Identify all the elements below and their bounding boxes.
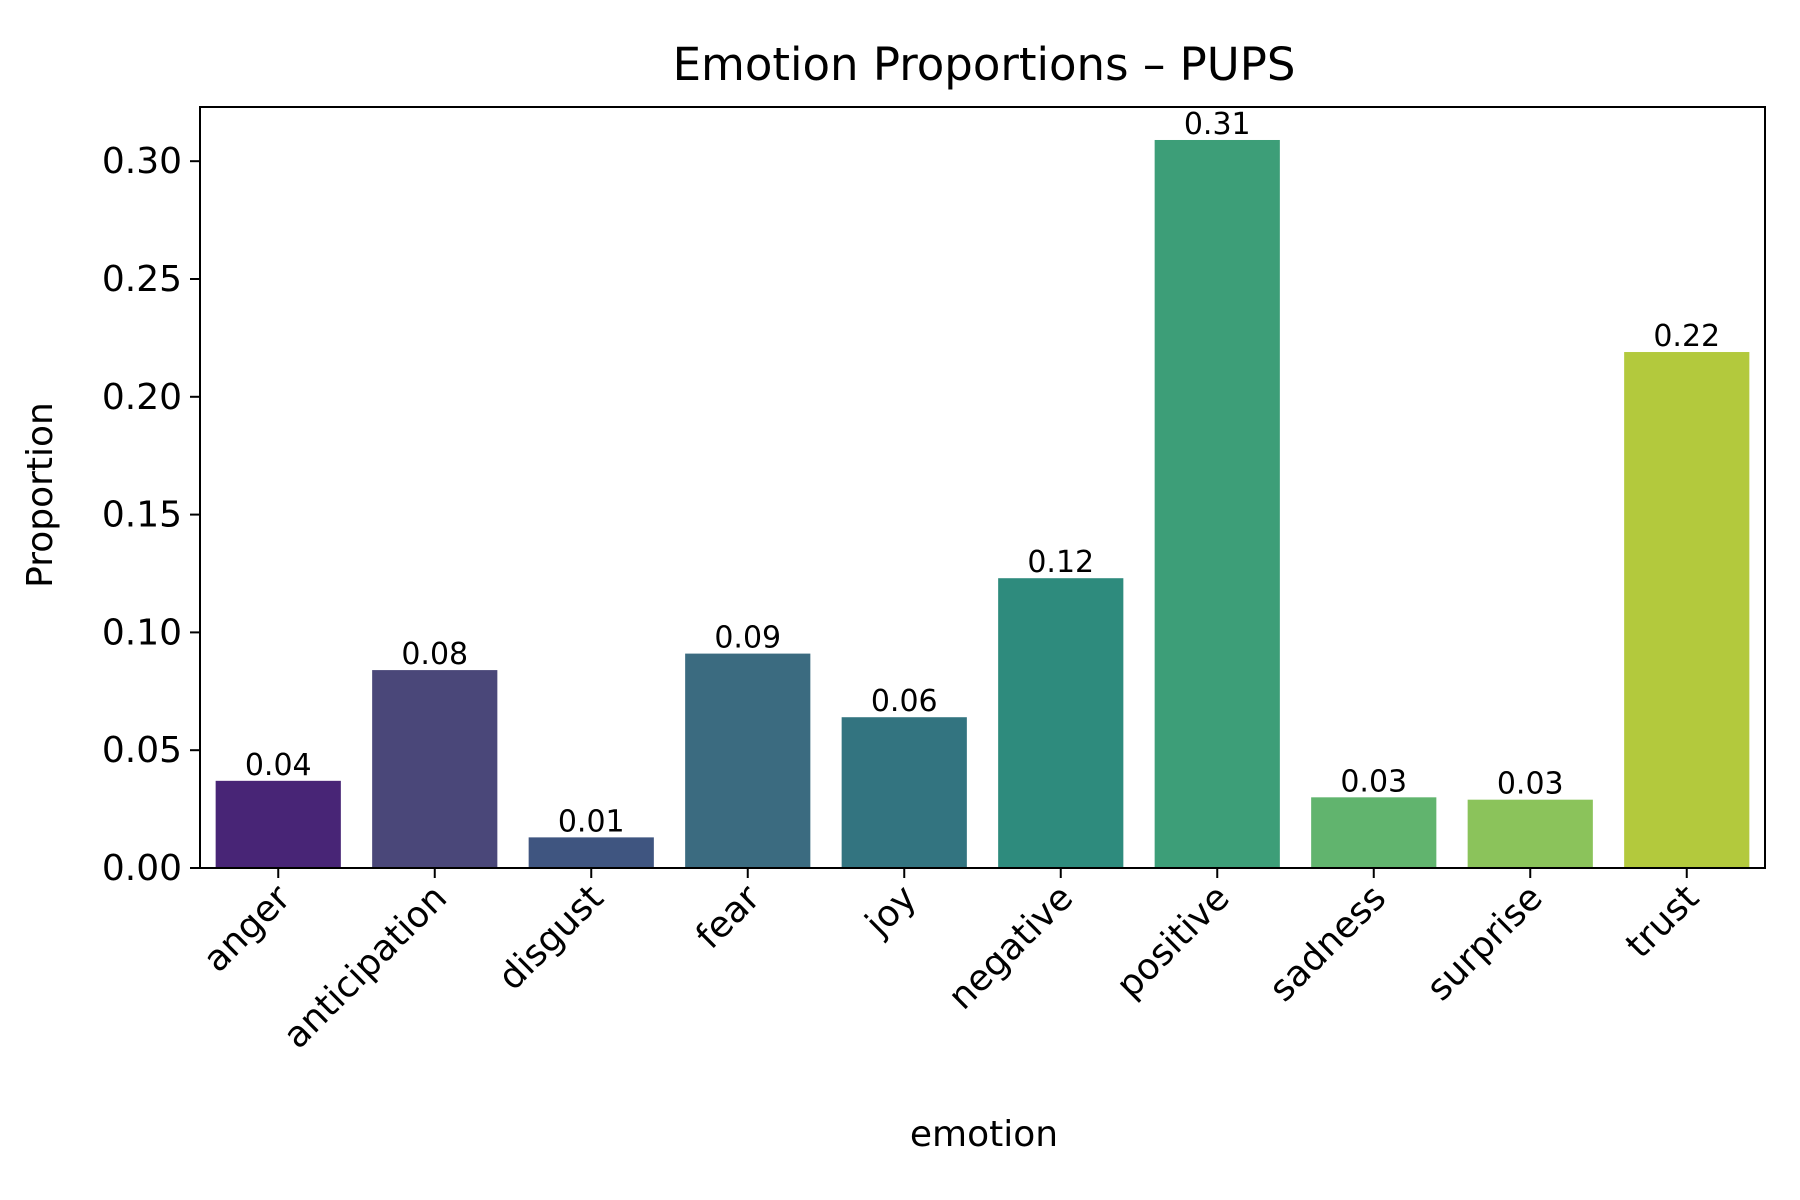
bar-value-label: 0.31	[1184, 107, 1251, 142]
bar-sadness	[1311, 797, 1437, 868]
bar-value-label: 0.03	[1497, 767, 1564, 802]
bar-anger	[215, 780, 341, 868]
y-tick-label: 0.30	[102, 141, 182, 182]
bar-value-label: 0.12	[1027, 545, 1094, 580]
bar-value-label: 0.06	[871, 684, 938, 719]
x-tick-label-anger: anger	[196, 877, 299, 980]
chart-title: Emotion Proportions – PUPS	[673, 38, 1296, 91]
bar-value-label: 0.09	[714, 621, 781, 656]
bar-trust	[1624, 352, 1750, 869]
y-tick-label: 0.05	[102, 730, 182, 771]
y-tick-label: 0.20	[102, 377, 182, 418]
bar-fear	[685, 653, 811, 868]
y-tick-label: 0.10	[102, 612, 182, 653]
bar-anticipation	[372, 670, 498, 868]
bar-positive	[1154, 139, 1280, 869]
x-tick-label-trust: trust	[1618, 877, 1707, 966]
x-tick-label-anticipation: anticipation	[276, 877, 455, 1056]
x-tick-label-joy: joy	[857, 877, 924, 944]
x-tick-label-surprise: surprise	[1419, 877, 1550, 1008]
y-axis-label: Proportion	[20, 402, 61, 588]
bar-negative	[998, 578, 1124, 868]
plot-frame	[199, 106, 1766, 869]
plot-area: 0.04 0.08 0.01 0.09 0.06 0.12 0.31 0.03 0.03 0.22…	[102, 106, 1766, 1057]
x-tick-label-negative: negative	[941, 877, 1081, 1017]
y-tick-label: 0.00	[102, 848, 182, 889]
bar-disgust	[528, 837, 654, 868]
bar-value-label: 0.08	[401, 637, 468, 672]
y-tick-label: 0.25	[102, 259, 182, 300]
bar-joy	[841, 717, 967, 868]
x-axis-label: emotion	[910, 1114, 1058, 1155]
y-tick-label: 0.15	[102, 495, 182, 536]
x-tick-label-disgust: disgust	[491, 877, 612, 998]
x-tick-label-sadness: sadness	[1262, 877, 1394, 1009]
bar-value-label: 0.22	[1653, 319, 1720, 354]
bar-surprise	[1467, 799, 1593, 868]
bar-value-label: 0.01	[558, 804, 625, 839]
bar-value-label: 0.04	[245, 748, 312, 783]
x-tick-label-fear: fear	[688, 877, 768, 957]
bar-value-label: 0.03	[1340, 764, 1407, 799]
x-tick-label-positive: positive	[1109, 877, 1238, 1006]
